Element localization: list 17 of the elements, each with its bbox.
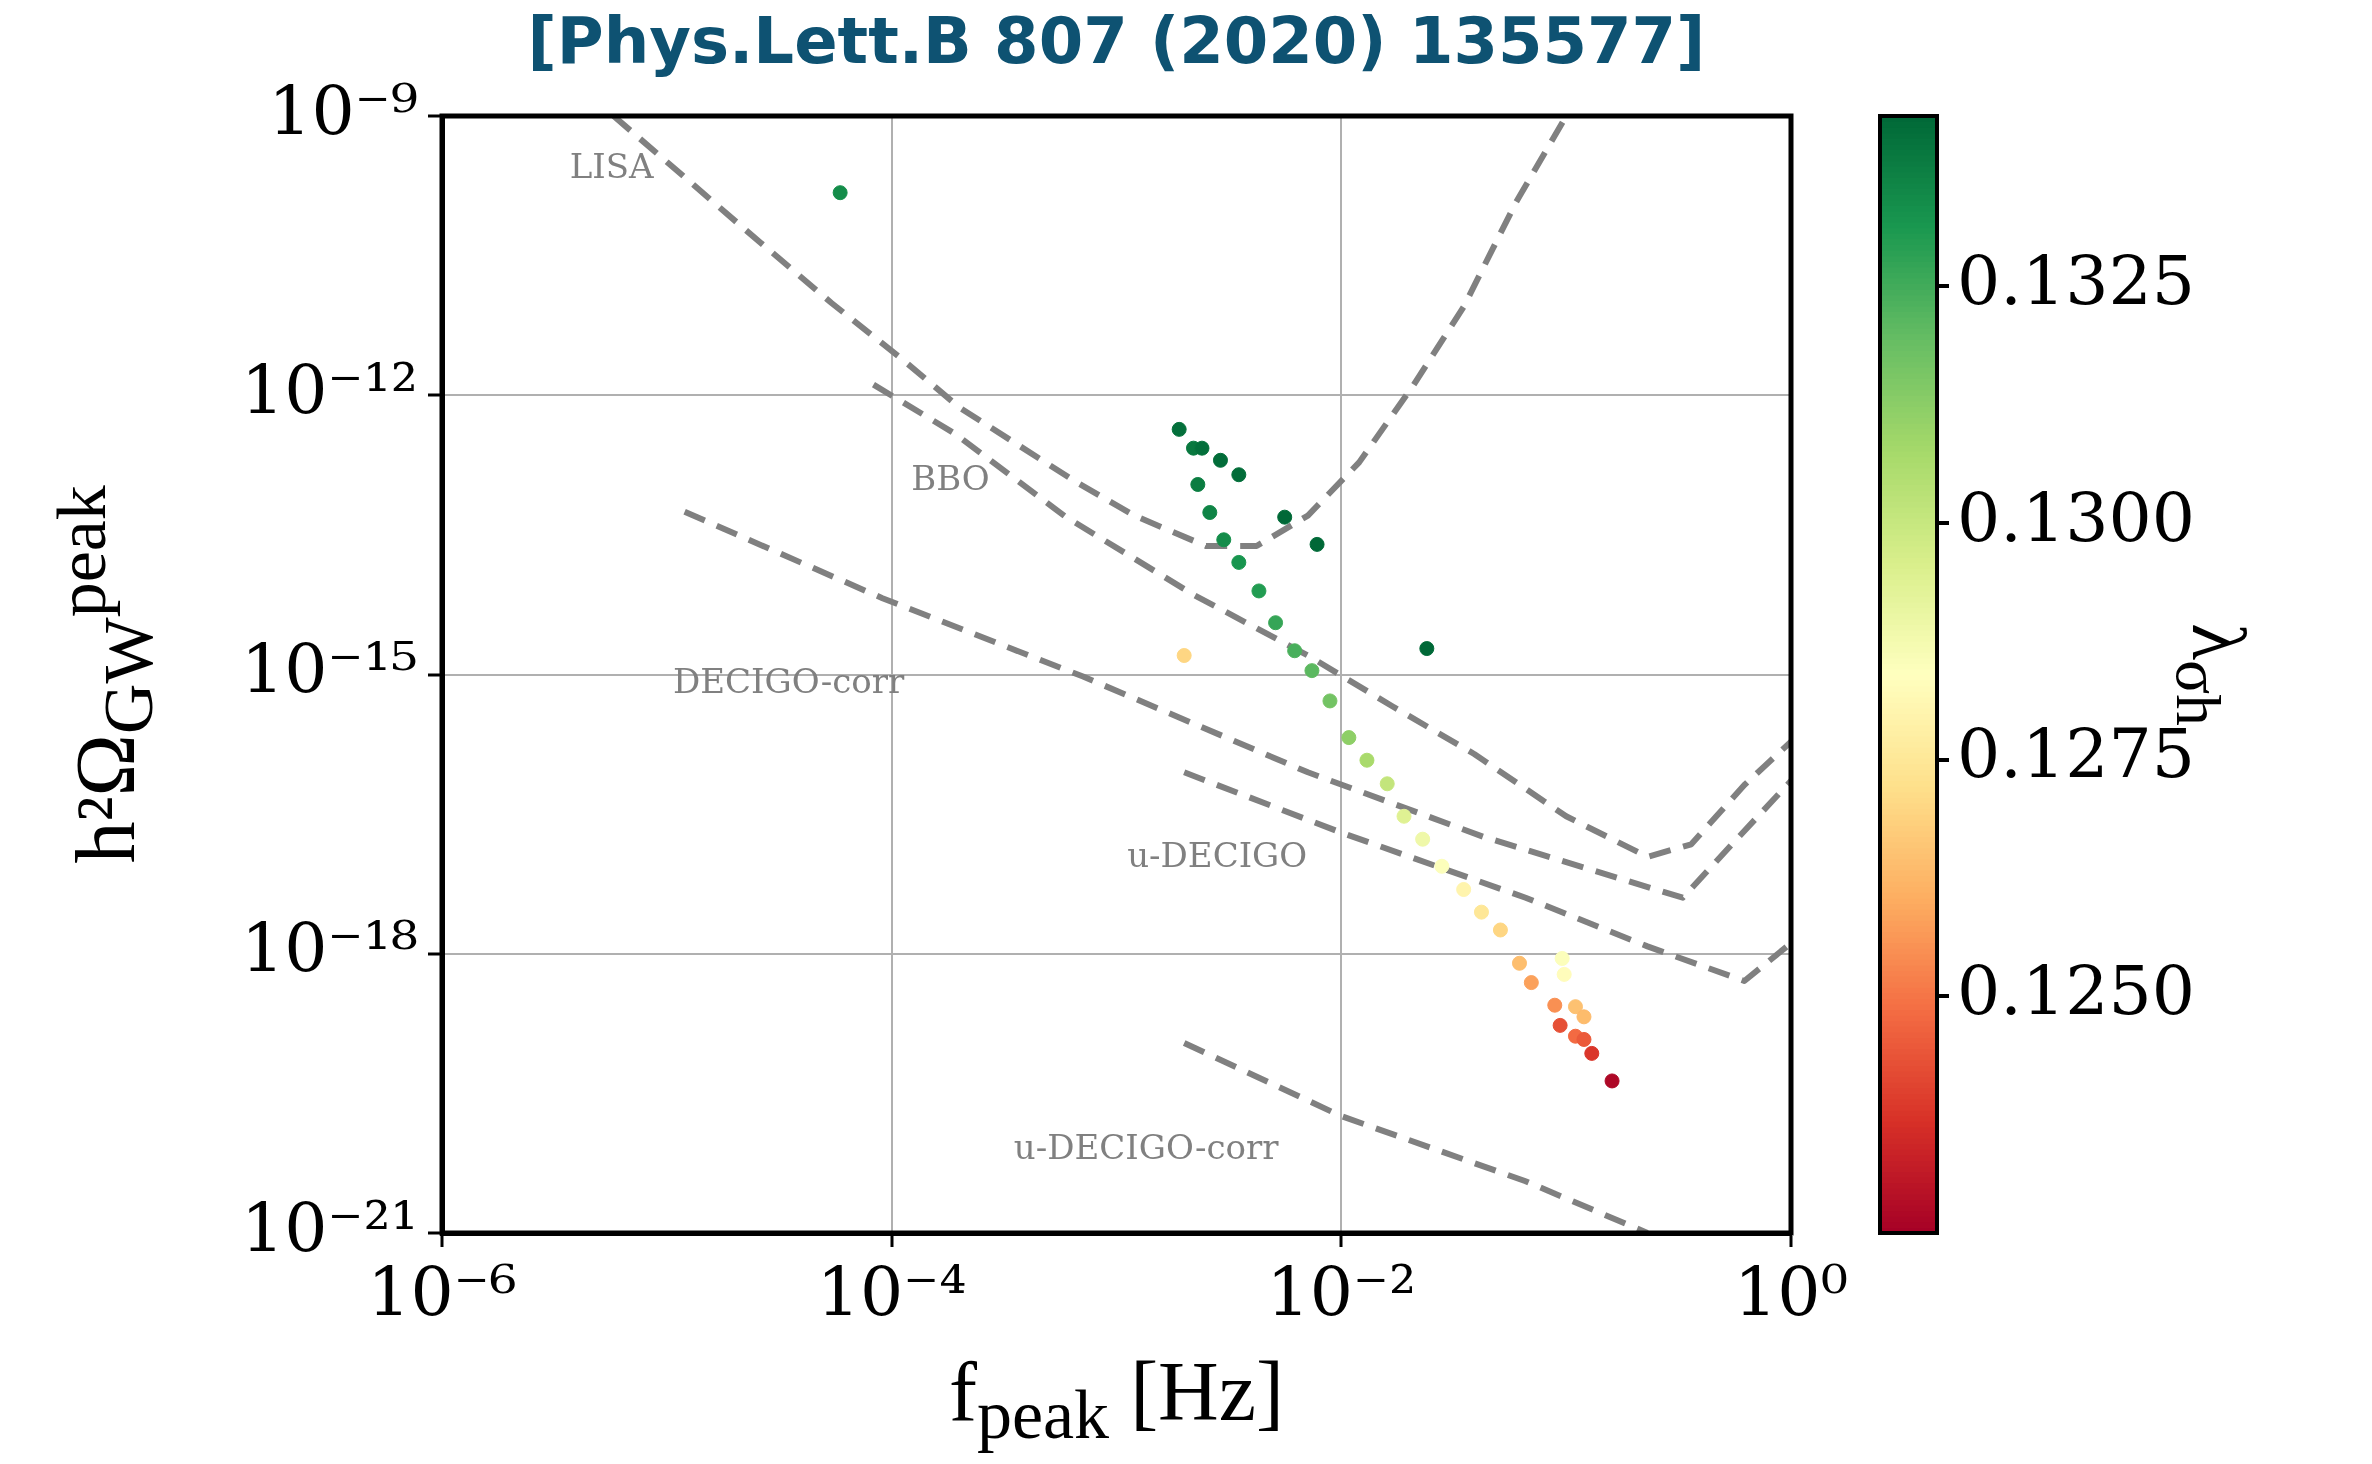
x-tick-label: 10⁻²: [1266, 1252, 1417, 1332]
chart-title: [Phys.Lett.B 807 (2020) 135577]: [527, 4, 1706, 78]
y-tick-label: 10⁻¹²: [241, 349, 418, 429]
series-label: BBO: [911, 458, 990, 499]
x-axis-title: f$_{peak}$ [Hz]: [949, 1344, 1285, 1455]
x-tick-label: 10⁻⁶: [367, 1252, 517, 1332]
y-tick-label: 10⁻¹⁸: [241, 908, 418, 988]
series-label: u-DECIGO-corr: [1013, 1126, 1280, 1167]
color-bar-label: 0.1300: [1957, 477, 2195, 557]
y-tick-label: 10⁻⁹: [268, 70, 418, 150]
color-bar-label: 0.1250: [1957, 951, 2195, 1031]
x-tick-label: 10⁰: [1734, 1252, 1848, 1332]
x-tick-label: 10⁻⁴: [816, 1252, 967, 1332]
color-bar-label: 0.1325: [1957, 241, 2195, 321]
y-tick-label: 10⁻¹⁵: [241, 629, 418, 709]
series-label: LISA: [569, 145, 655, 186]
series-label: u-DECIGO: [1127, 835, 1308, 876]
